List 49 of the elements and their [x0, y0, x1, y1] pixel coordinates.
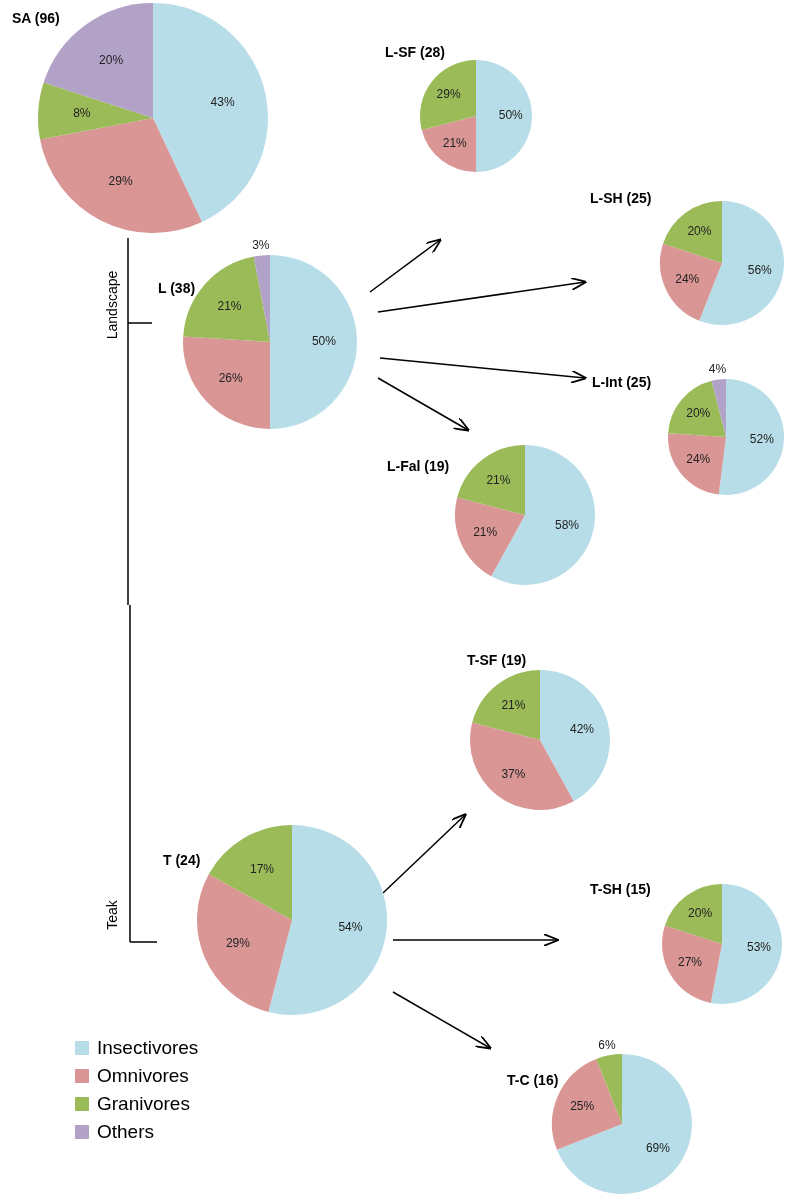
- chart-title: T-SF (19): [467, 652, 527, 668]
- text: T-C (16): [507, 1072, 559, 1088]
- data-label: 21%: [501, 698, 526, 713]
- text: SA (96): [12, 10, 60, 26]
- data-label: 43%: [210, 94, 235, 109]
- data-label: 3%: [252, 237, 270, 252]
- data-label: 29%: [436, 87, 461, 102]
- data-label: 20%: [686, 406, 711, 421]
- legend-label: Others: [97, 1121, 155, 1143]
- data-label: 52%: [749, 431, 775, 446]
- data-label: 21%: [486, 473, 511, 488]
- data-label: 69%: [645, 1140, 671, 1155]
- text: Teak: [104, 900, 120, 930]
- data-label: 50%: [498, 108, 524, 123]
- data-label: 54%: [338, 919, 363, 934]
- data-label: 56%: [747, 262, 773, 277]
- data-label: 21%: [473, 524, 498, 539]
- data-label: 26%: [218, 371, 244, 386]
- data-label: 29%: [108, 173, 133, 188]
- data-label: 20%: [687, 224, 712, 239]
- text: L (38): [158, 280, 196, 296]
- legend-label: Omnivores: [97, 1065, 189, 1087]
- chart-title: T-SH (15): [590, 881, 651, 897]
- data-label: 29%: [225, 935, 251, 950]
- data-label: 21%: [217, 298, 242, 313]
- data-label: 8%: [73, 105, 91, 120]
- chart-title: L-SH (25): [590, 190, 652, 206]
- legend-label: Insectivores: [97, 1037, 199, 1059]
- text: L-Fal (19): [387, 458, 450, 474]
- chart-title: L-SF (28): [385, 44, 445, 60]
- data-label: 24%: [675, 271, 700, 286]
- data-label: 17%: [250, 861, 275, 876]
- data-label: 27%: [677, 955, 703, 970]
- data-label: 50%: [311, 334, 337, 349]
- data-label: 42%: [570, 721, 595, 736]
- text: Landscape: [104, 270, 120, 340]
- data-label: 24%: [686, 452, 711, 467]
- data-label: 20%: [688, 906, 713, 921]
- data-label: 4%: [708, 361, 727, 376]
- text: T (24): [163, 852, 201, 868]
- legend-label: Granivores: [97, 1093, 190, 1115]
- text: L-Int (25): [592, 374, 652, 390]
- data-label: 53%: [747, 939, 772, 954]
- data-label: 58%: [555, 518, 580, 533]
- data-label: 25%: [570, 1099, 595, 1114]
- data-label: 6%: [598, 1037, 617, 1052]
- data-label: 21%: [442, 135, 468, 150]
- data-label: 37%: [501, 766, 526, 781]
- data-label: 20%: [99, 52, 124, 67]
